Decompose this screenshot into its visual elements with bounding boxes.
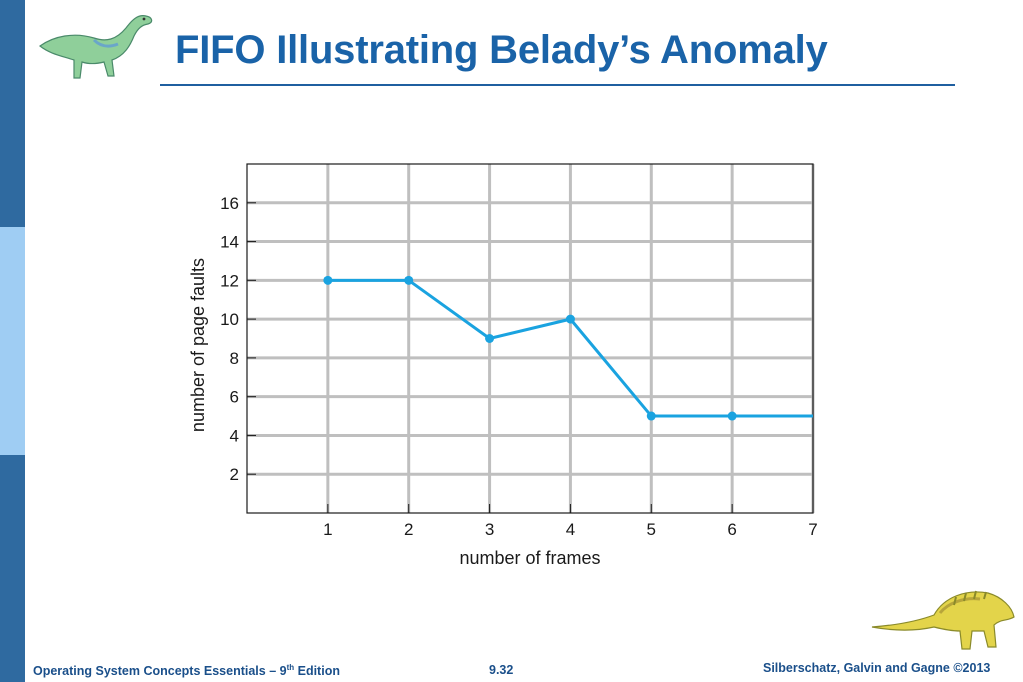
left-sidebar-highlight — [0, 227, 25, 455]
plot-frame — [246, 163, 814, 514]
footer-course-tail: Edition — [294, 664, 340, 679]
x-tick-label-4: 4 — [566, 520, 575, 539]
x-tick-label-3: 3 — [485, 520, 494, 539]
x-tick-label-1: 1 — [323, 520, 332, 539]
footer-course-title: Operating System Concepts Essentials – 9… — [33, 663, 340, 678]
y-tick-label-6: 6 — [230, 388, 239, 407]
x-axis-ticks: 1 2 3 4 5 6 7 — [323, 504, 818, 539]
dinosaur-logo-bottom — [871, 590, 1015, 650]
y-axis-ticks: 2 4 6 8 10 12 14 16 — [220, 194, 256, 484]
x-tick-label-5: 5 — [647, 520, 656, 539]
data-point-2 — [404, 275, 414, 285]
footer-course-main: Operating System Concepts Essentials – 9 — [33, 664, 287, 679]
data-point-6 — [727, 411, 737, 421]
chart-grid — [247, 164, 815, 513]
data-point-3 — [485, 334, 495, 343]
title-underline — [160, 84, 955, 86]
x-tick-label-2: 2 — [404, 520, 413, 539]
y-tick-label-2: 2 — [230, 465, 239, 484]
data-point-4 — [565, 314, 575, 324]
series-points — [323, 275, 737, 421]
slide-title: FIFO Illustrating Belady’s Anomaly — [175, 28, 828, 72]
slide-number: 9.32 — [489, 663, 514, 677]
y-tick-label-4: 4 — [230, 426, 239, 445]
data-point-1 — [323, 275, 333, 285]
x-tick-label-7: 7 — [808, 520, 817, 539]
x-axis-label: number of frames — [459, 548, 600, 568]
y-tick-label-8: 8 — [230, 349, 239, 368]
x-tick-label-6: 6 — [727, 520, 736, 539]
y-tick-label-16: 16 — [220, 194, 239, 213]
y-tick-label-14: 14 — [220, 233, 239, 252]
y-axis-label: number of page faults — [188, 258, 208, 432]
dinosaur-logo-top — [39, 15, 153, 79]
y-tick-label-12: 12 — [220, 271, 239, 290]
y-tick-label-10: 10 — [220, 310, 239, 329]
data-point-5 — [646, 411, 656, 421]
footer-course-sup: th — [286, 663, 295, 672]
footer-copyright: Silberschatz, Galvin and Gagne ©2013 — [763, 661, 991, 675]
